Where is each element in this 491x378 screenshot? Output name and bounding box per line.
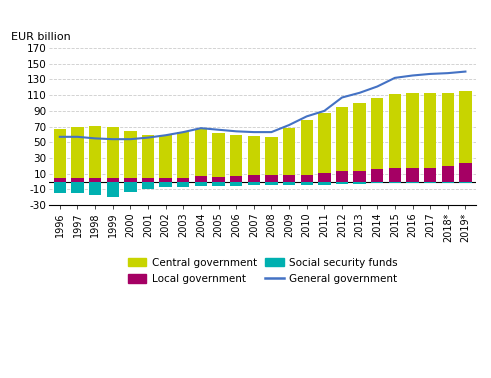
Bar [265,175,277,182]
Bar [407,93,419,182]
Bar [71,178,83,182]
Bar [389,182,401,183]
Bar [213,177,225,182]
Bar [124,178,136,182]
Bar [71,182,83,193]
Bar [441,166,454,182]
Bar [142,135,154,182]
Bar [336,171,348,182]
Bar [371,169,383,182]
Bar [424,93,436,182]
Bar [424,168,436,182]
Bar [300,119,313,182]
Bar [371,98,383,182]
Bar [71,127,83,182]
Bar [389,168,401,182]
Bar [247,175,260,182]
Bar [318,182,330,185]
Bar [177,132,190,182]
Bar [160,135,172,182]
Bar [195,129,207,182]
Bar [354,103,366,182]
Bar [318,113,330,182]
Bar [459,163,471,182]
Bar [54,129,66,182]
Bar [459,91,471,182]
Bar [142,178,154,182]
Bar [336,107,348,182]
Legend: Central government, Local government, Social security funds, General government: Central government, Local government, So… [123,254,402,288]
Bar [195,182,207,186]
Bar [424,182,436,183]
Bar [318,173,330,182]
Bar [230,135,243,182]
Bar [441,182,454,183]
Bar [283,182,295,185]
Bar [177,182,190,187]
Bar [89,126,101,182]
Bar [107,182,119,197]
Bar [177,178,190,182]
Bar [107,127,119,182]
Bar [265,182,277,185]
Bar [107,178,119,182]
Bar [371,182,383,183]
Bar [124,182,136,192]
Bar [89,182,101,195]
Bar [336,182,348,184]
Bar [354,182,366,184]
Bar [300,175,313,182]
Bar [283,128,295,182]
Bar [195,176,207,182]
Bar [389,94,401,182]
Bar [89,178,101,182]
Bar [407,182,419,183]
Bar [459,182,471,183]
Bar [230,176,243,182]
Bar [124,130,136,182]
Bar [142,182,154,189]
Bar [213,133,225,182]
Bar [265,137,277,182]
Bar [230,182,243,186]
Bar [354,170,366,182]
Bar [441,93,454,182]
Bar [283,175,295,182]
Bar [54,178,66,182]
Bar [247,182,260,185]
Bar [213,182,225,186]
Bar [300,182,313,185]
Text: EUR billion: EUR billion [11,32,71,42]
Bar [160,182,172,187]
Bar [407,168,419,182]
Bar [160,178,172,182]
Bar [247,136,260,182]
Bar [54,182,66,193]
